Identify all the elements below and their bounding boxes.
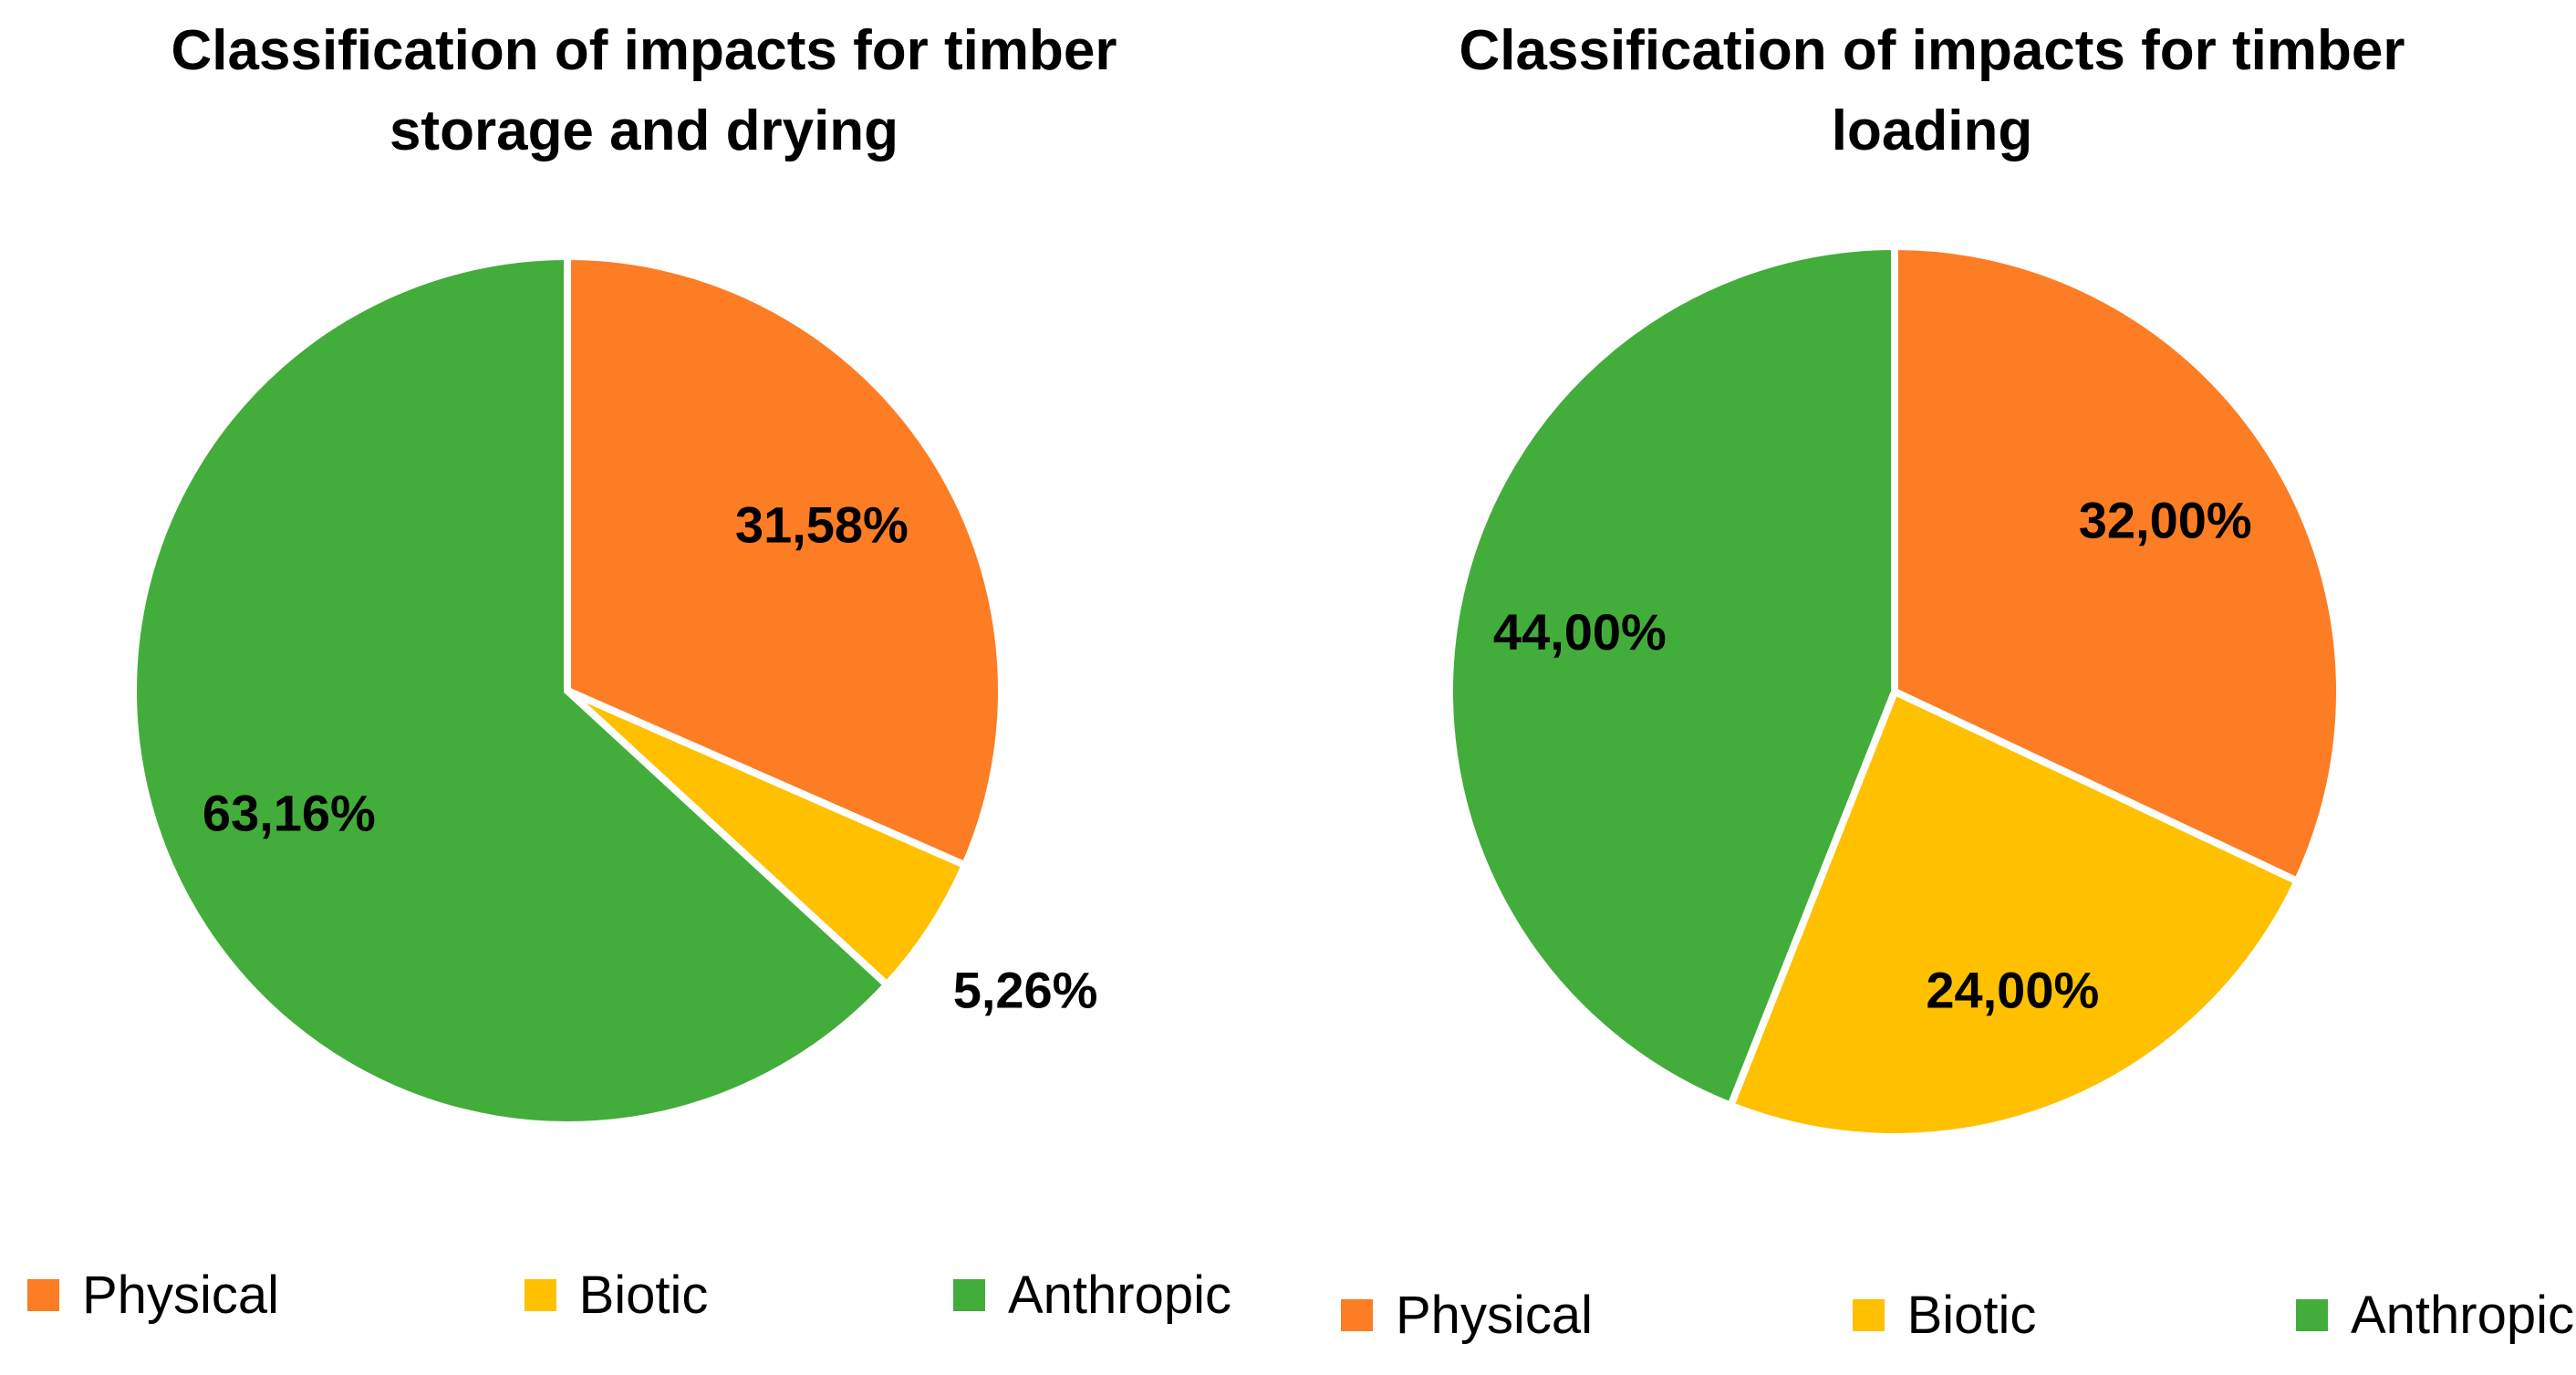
slice-label-anthropic: 44,00% bbox=[1493, 603, 1667, 661]
slice-label-physical: 31,58% bbox=[735, 495, 909, 553]
legend-item-biotic: Biotic bbox=[1852, 1285, 2037, 1346]
pie-slice-biotic bbox=[1726, 686, 2302, 1141]
chart-title-storage-drying: Classification of impacts for timber sto… bbox=[171, 19, 1117, 163]
pie-chart-loading: 32,00% 24,00% 44,00% bbox=[1446, 242, 2343, 1141]
legend-label-physical: Physical bbox=[82, 1266, 279, 1325]
pie-slice-physical bbox=[1891, 242, 2343, 887]
pie-chart-storage-drying: 31,58% 5,26% 63,16% bbox=[130, 252, 1098, 1129]
legend-item-physical: Physical bbox=[27, 1265, 279, 1326]
legend-item-physical: Physical bbox=[1341, 1285, 1593, 1346]
pie-panel-storage-drying: Classification of impacts for timber sto… bbox=[27, 19, 1231, 1326]
pie-panel-loading: Classification of impacts for timber loa… bbox=[1288, 0, 2576, 1375]
legend-item-anthropic: Anthropic bbox=[2295, 1285, 2574, 1346]
legend-label-anthropic: Anthropic bbox=[1007, 1266, 1231, 1325]
pie-slice-anthropic bbox=[130, 252, 892, 1129]
legend-storage-drying: Physical Biotic Anthropic bbox=[27, 1265, 1231, 1326]
legend-swatch-anthropic bbox=[952, 1279, 985, 1311]
legend-swatch-physical bbox=[1341, 1299, 1373, 1331]
legend-loading: Physical Biotic Anthropic bbox=[1341, 1285, 2574, 1346]
pie-slice-anthropic bbox=[1446, 242, 1898, 1110]
chart-title-loading: Classification of impacts for timber loa… bbox=[1459, 19, 2405, 163]
slice-label-biotic: 24,00% bbox=[1926, 961, 2099, 1018]
pie-slice-physical bbox=[564, 252, 1005, 870]
legend-item-biotic: Biotic bbox=[524, 1265, 709, 1326]
legend-swatch-anthropic bbox=[2295, 1299, 2328, 1331]
slice-label-anthropic: 63,16% bbox=[203, 785, 376, 842]
legend-label-biotic: Biotic bbox=[1906, 1286, 2037, 1345]
slice-label-biotic: 5,26% bbox=[953, 962, 1098, 1019]
legend-swatch-physical bbox=[27, 1279, 59, 1311]
slice-label-physical: 32,00% bbox=[2079, 491, 2252, 548]
legend-label-physical: Physical bbox=[1396, 1286, 1593, 1345]
legend-item-anthropic: Anthropic bbox=[952, 1265, 1231, 1326]
legend-swatch-biotic bbox=[1852, 1299, 1885, 1331]
legend-swatch-biotic bbox=[524, 1279, 556, 1311]
legend-label-biotic: Biotic bbox=[578, 1266, 709, 1325]
legend-label-anthropic: Anthropic bbox=[2350, 1286, 2574, 1345]
